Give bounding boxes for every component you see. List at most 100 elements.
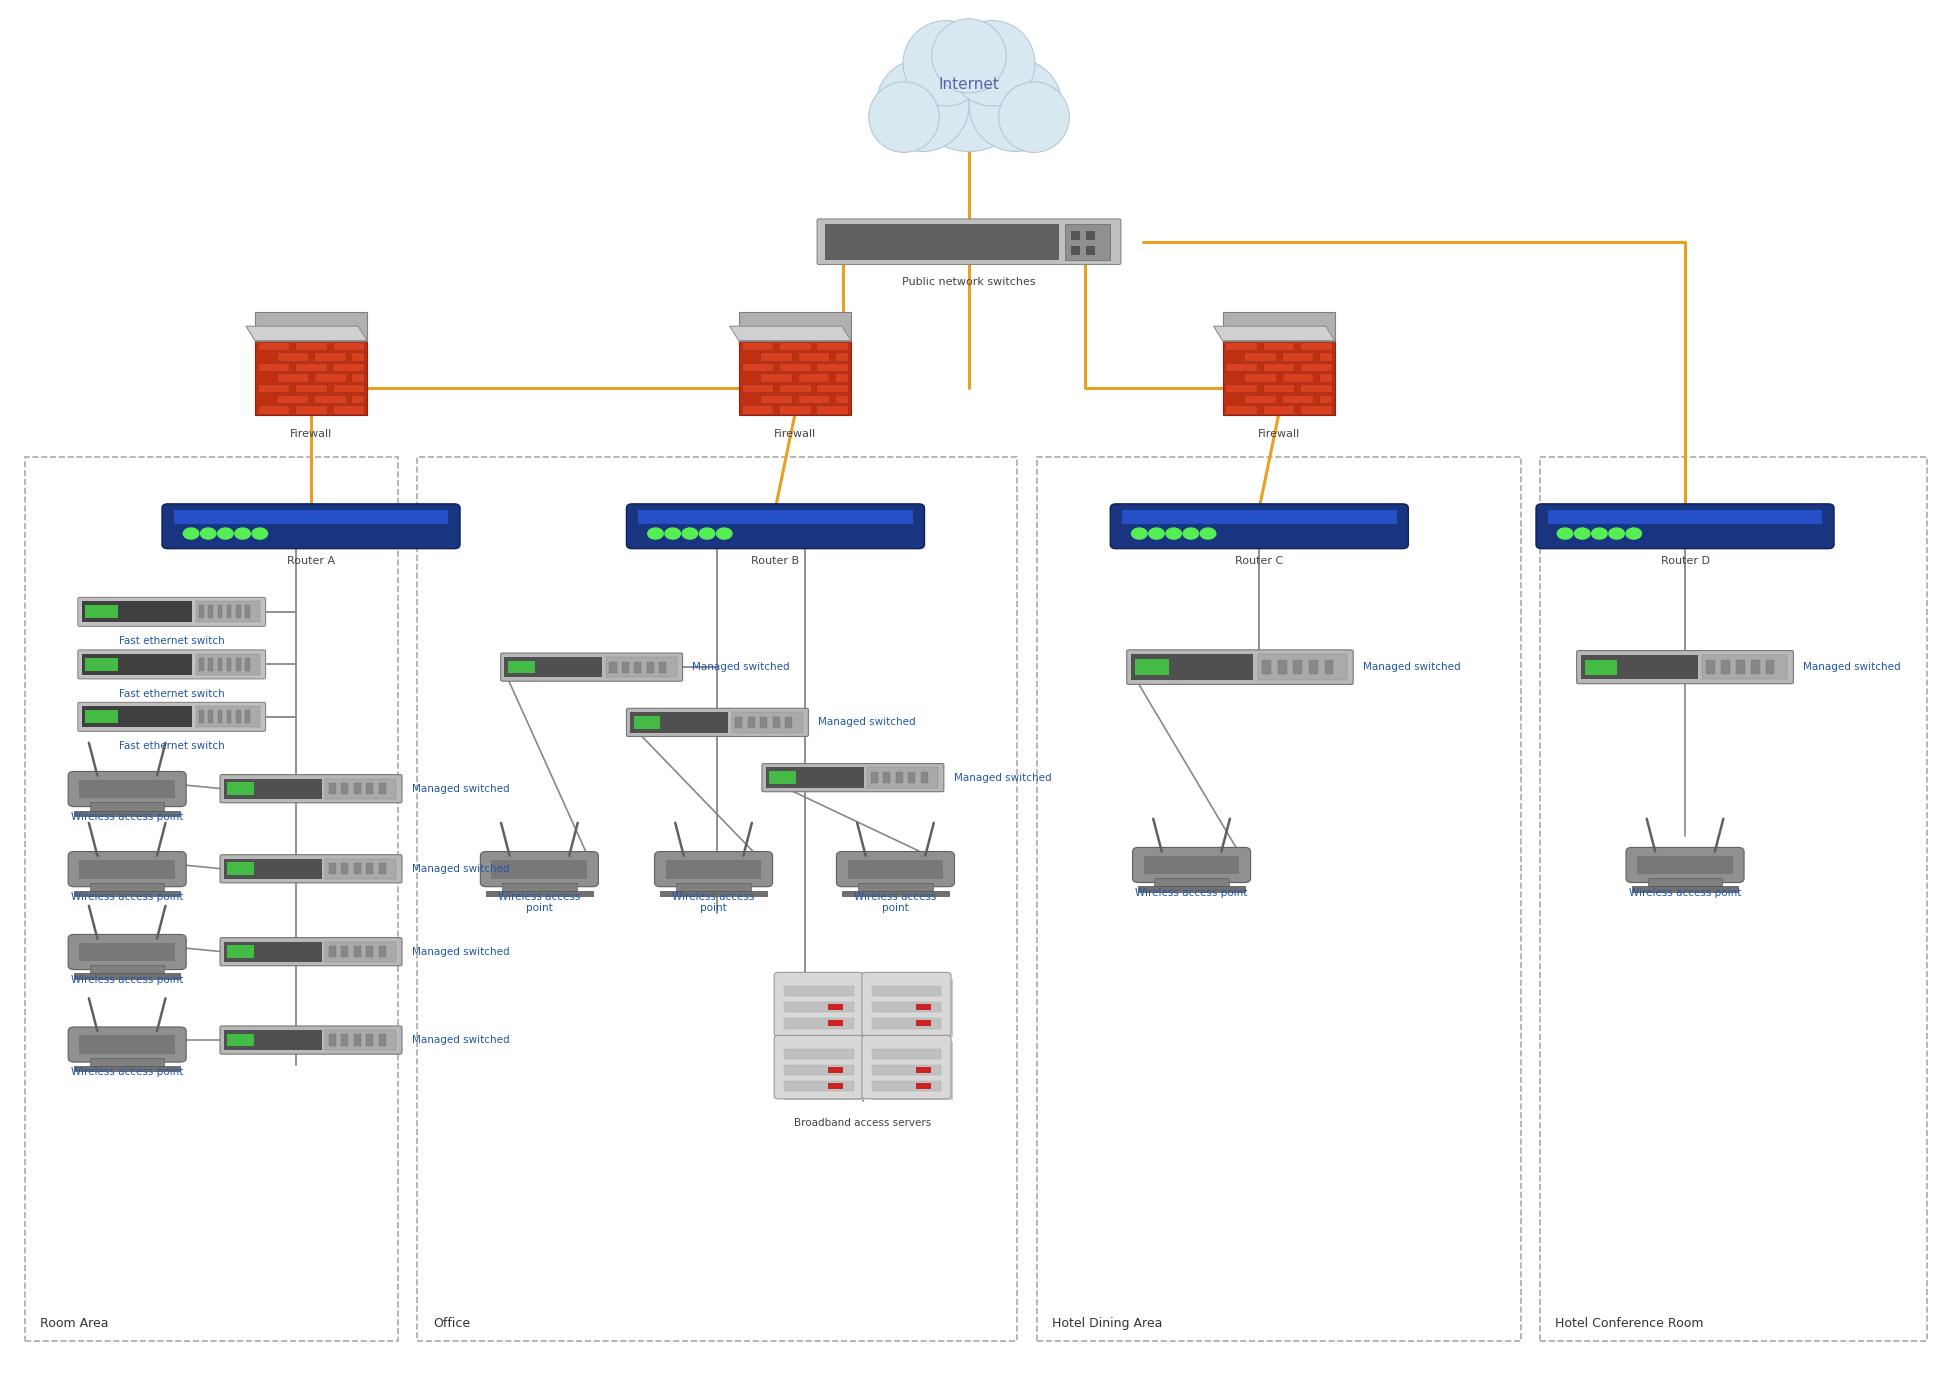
Bar [236,657,240,671]
Bar [227,782,254,794]
Text: Router A: Router A [287,555,335,566]
FancyBboxPatch shape [221,855,401,883]
Bar [326,779,397,799]
Bar [258,363,289,371]
Bar [1132,655,1254,680]
Text: Managed switched: Managed switched [1802,662,1901,673]
Bar [760,374,793,382]
Circle shape [217,529,233,540]
Bar [783,1002,853,1012]
Bar [859,883,932,891]
Bar [378,783,386,794]
Bar [1300,385,1331,393]
Bar [326,941,397,962]
Bar [79,859,174,879]
Bar [895,772,903,783]
Bar [884,772,890,783]
Circle shape [665,529,680,540]
Bar [779,363,810,371]
Bar [1548,509,1822,525]
Polygon shape [738,311,851,340]
Text: Wireless access point: Wireless access point [72,891,184,902]
Bar [1136,659,1169,675]
FancyBboxPatch shape [68,771,186,807]
Bar [783,1049,853,1059]
Bar [742,363,773,371]
Text: Office: Office [432,1318,471,1330]
Bar [74,891,180,895]
Bar [329,864,335,875]
Bar [85,605,118,619]
FancyBboxPatch shape [221,775,401,803]
Bar [209,657,213,671]
Bar [295,342,328,350]
Bar [634,662,641,673]
Bar [236,605,240,619]
Bar [209,605,213,619]
Bar [1281,394,1314,403]
Bar [779,385,810,393]
Text: Managed switched: Managed switched [1362,662,1461,673]
Bar [227,862,254,875]
Bar [783,985,853,996]
Bar [355,1034,360,1046]
Bar [366,1034,374,1046]
Bar [89,1057,165,1066]
Bar [779,342,810,350]
Bar [329,947,335,958]
Bar [826,224,1058,260]
Bar [246,657,250,671]
Bar [492,859,587,879]
Bar [785,717,793,728]
Text: Wireless access
point: Wireless access point [855,891,936,913]
Ellipse shape [998,82,1070,152]
FancyBboxPatch shape [773,973,862,1035]
Text: Router D: Router D [1661,555,1709,566]
Text: Firewall: Firewall [291,429,331,439]
Bar [872,1049,942,1059]
Text: Wireless access point: Wireless access point [72,974,184,984]
FancyBboxPatch shape [773,1035,862,1099]
Bar [769,771,797,783]
Bar [921,772,928,783]
Bar [798,353,829,361]
FancyBboxPatch shape [78,702,266,731]
Bar [25,457,397,1341]
Text: Fast ethernet switch: Fast ethernet switch [118,689,225,699]
Bar [277,353,308,361]
Bar [355,947,360,958]
FancyBboxPatch shape [837,851,955,887]
Bar [870,772,878,783]
Text: Wireless access point: Wireless access point [72,1067,184,1077]
Bar [866,768,938,787]
Bar [760,717,767,728]
Bar [502,883,578,891]
Bar [1277,660,1287,674]
Bar [277,374,308,382]
FancyBboxPatch shape [1132,847,1250,883]
Circle shape [1558,529,1574,540]
FancyBboxPatch shape [762,764,944,792]
Polygon shape [246,327,366,340]
Bar [341,864,349,875]
Bar [209,710,213,724]
Bar [1293,660,1302,674]
Circle shape [1149,529,1165,540]
Text: Managed switched: Managed switched [692,662,791,673]
Bar [1264,342,1295,350]
Ellipse shape [903,21,988,107]
Circle shape [682,529,698,540]
Bar [847,859,944,879]
Bar [378,864,386,875]
Ellipse shape [909,30,1029,151]
Bar [1705,660,1715,674]
Bar [1155,879,1229,887]
Bar [200,657,203,671]
FancyBboxPatch shape [221,937,401,966]
Bar [816,363,849,371]
Bar [1072,231,1079,239]
Bar [1736,660,1744,674]
FancyBboxPatch shape [78,598,266,627]
Bar [607,657,676,677]
Bar [783,1042,864,1100]
